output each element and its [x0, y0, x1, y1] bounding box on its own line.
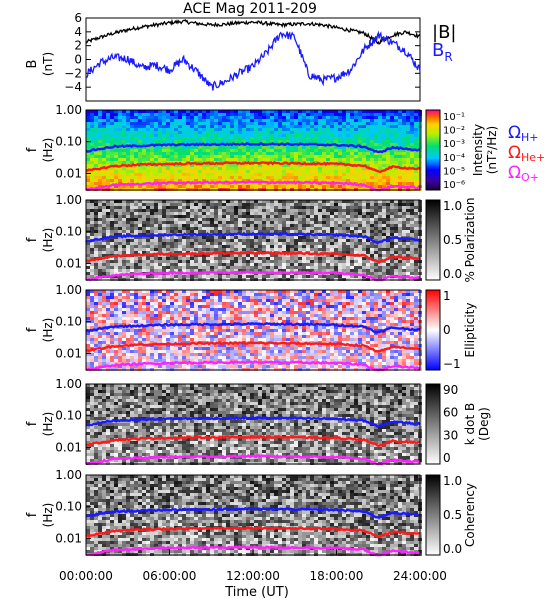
x-tick-label: 18:00:00	[310, 569, 364, 583]
colorbar-title-intensity: Intensity	[471, 124, 485, 176]
colorbar-tick-kdotb: 60	[443, 406, 458, 420]
figure-title: ACE Mag 2011-209	[183, 1, 317, 17]
panel-kdotb: 1.00 0.10 0.01 f(Hz) 90 60 30 0 k dot B(Deg)	[25, 377, 491, 465]
y-axis-label-polarization: f	[25, 237, 40, 242]
line-panel-frame	[86, 18, 420, 101]
colorbar-tick-ellipticity: 0	[443, 323, 451, 337]
panel-polarization: 1.00 0.10 0.01 f(Hz) 1.0 0.5 0.0% Polarization	[25, 193, 477, 282]
colorbar-tick-intensity: 10⁻²	[443, 126, 465, 137]
y-tick-label-kdotb: 0.01	[55, 440, 82, 454]
colorbar-polarization	[426, 200, 440, 280]
x-tick-label: 12:00:00	[226, 569, 280, 583]
colorbar-title-kdotb: k dot B	[463, 403, 477, 445]
gyro-legend-o: ΩO+	[508, 163, 539, 184]
colorbar-tick-intensity: 10⁻⁴	[443, 153, 465, 164]
legend-b-r-main: B	[432, 40, 444, 61]
y-tick-label-b: 2	[74, 39, 82, 53]
colorbar-title-ellipticity: Ellipticity	[463, 303, 477, 358]
gyro-h-label: H+	[521, 131, 539, 144]
colorbar-tick-coherency: 1.0	[443, 474, 462, 488]
y-axis-label-intensity: f	[25, 147, 40, 152]
y-axis-unit-b: (nT)	[41, 52, 55, 76]
y-tick-label-intensity: 0.10	[55, 135, 82, 149]
y-tick-label-ellipticity: 0.10	[55, 315, 82, 329]
colorbar-tick-kdotb: 90	[443, 383, 458, 397]
y-tick-label-b: 0	[74, 53, 82, 67]
y-tick-label-intensity: 1.00	[55, 103, 82, 117]
gyro-legend-h: ΩH+	[508, 123, 539, 144]
y-axis-label-coherency: f	[25, 512, 40, 517]
colorbar-tick-coherency: 0.0	[443, 542, 462, 556]
legend-b-r: BR	[432, 40, 453, 64]
y-tick-label-intensity: 0.01	[55, 166, 82, 180]
y-axis-unit-intensity: (Hz)	[41, 138, 55, 163]
gyro-legend-he: ΩHe+	[508, 143, 545, 164]
colorbar-tick-kdotb: 30	[443, 428, 458, 442]
gyro-h-symbol: Ω	[508, 123, 521, 143]
panel-intensity: 1.00 0.10 0.01 f(Hz) 10⁻¹ 10⁻² 10⁻³ 10⁻⁴ 10⁻⁵ 10⁻…	[25, 103, 499, 191]
colorbar-tick-polarization: 1.0	[443, 199, 462, 213]
legend-b-r-sub: R	[444, 50, 452, 64]
y-axis-label-kdotb: f	[25, 421, 40, 426]
gyro-o-symbol: Ω	[508, 163, 521, 183]
x-tick-label: 06:00:00	[143, 569, 197, 583]
colorbar-coherency	[426, 475, 440, 555]
y-tick-label-coherency: 0.10	[55, 500, 82, 514]
y-tick-label-coherency: 0.01	[55, 531, 82, 545]
colorbar-tick-coherency: 0.5	[443, 508, 462, 522]
y-axis-unit-polarization: (Hz)	[41, 228, 55, 253]
y-tick-label-b: −2	[64, 66, 82, 80]
colorbar-unit-intensity: (nT²/Hz)	[485, 126, 499, 174]
y-tick-label-coherency: 1.00	[55, 468, 82, 482]
colorbar-ellipticity	[426, 290, 440, 370]
x-axis-label: Time (UT)	[224, 585, 289, 600]
colorbar-tick-intensity: 10⁻³	[443, 139, 465, 150]
y-axis-label-b: B	[25, 60, 40, 69]
y-tick-label-b: 4	[74, 25, 82, 39]
legend-top: |B| BR	[432, 22, 456, 64]
y-tick-label-polarization: 0.01	[55, 256, 82, 270]
series-b-r	[86, 32, 420, 91]
y-axis-unit-coherency: (Hz)	[41, 503, 55, 528]
x-tick-label: 24:00:00	[393, 569, 447, 583]
y-axis-unit-ellipticity: (Hz)	[41, 318, 55, 343]
colorbar-tick-intensity: 10⁻¹	[443, 112, 465, 123]
y-tick-label-b: −4	[64, 80, 82, 94]
y-tick-label-ellipticity: 0.01	[55, 346, 82, 360]
colorbar-unit-kdotb: (Deg)	[477, 407, 491, 441]
colorbar-intensity	[426, 110, 440, 190]
colorbar-tick-polarization: 0.0	[443, 267, 462, 281]
colorbar-tick-ellipticity: 1	[443, 289, 451, 303]
y-axis-unit-kdotb: (Hz)	[41, 412, 55, 437]
colorbar-title-coherency: Coherency	[463, 483, 477, 547]
y-tick-label-b: 6	[74, 11, 82, 25]
colorbar-tick-kdotb: 0	[443, 451, 451, 465]
colorbar-tick-intensity: 10⁻⁵	[443, 166, 465, 177]
gyro-o-label: O+	[521, 171, 539, 184]
y-tick-label-kdotb: 0.10	[55, 409, 82, 423]
gyro-legend: ΩH+ ΩHe+ ΩO+	[508, 123, 545, 184]
y-tick-label-kdotb: 1.00	[55, 377, 82, 391]
colorbar-title-polarization: % Polarization	[463, 198, 477, 283]
gyro-he-label: He+	[521, 151, 545, 164]
y-tick-label-polarization: 0.10	[55, 225, 82, 239]
colorbar-tick-ellipticity: −1	[443, 357, 461, 371]
colorbar-tick-polarization: 0.5	[443, 233, 462, 247]
y-tick-label-ellipticity: 1.00	[55, 283, 82, 297]
spectrogram-panels: 1.000.100.01f(Hz)10⁻¹10⁻²10⁻³10⁻⁴10⁻⁵10⁻…	[25, 103, 499, 556]
y-axis-label-ellipticity: f	[25, 327, 40, 332]
y-tick-label-polarization: 1.00	[55, 193, 82, 207]
colorbar-tick-intensity: 10⁻⁶	[443, 180, 465, 191]
x-tick-label: 00:00:00	[59, 569, 113, 583]
gyro-he-symbol: Ω	[508, 143, 521, 163]
colorbar-kdotb	[426, 384, 440, 464]
